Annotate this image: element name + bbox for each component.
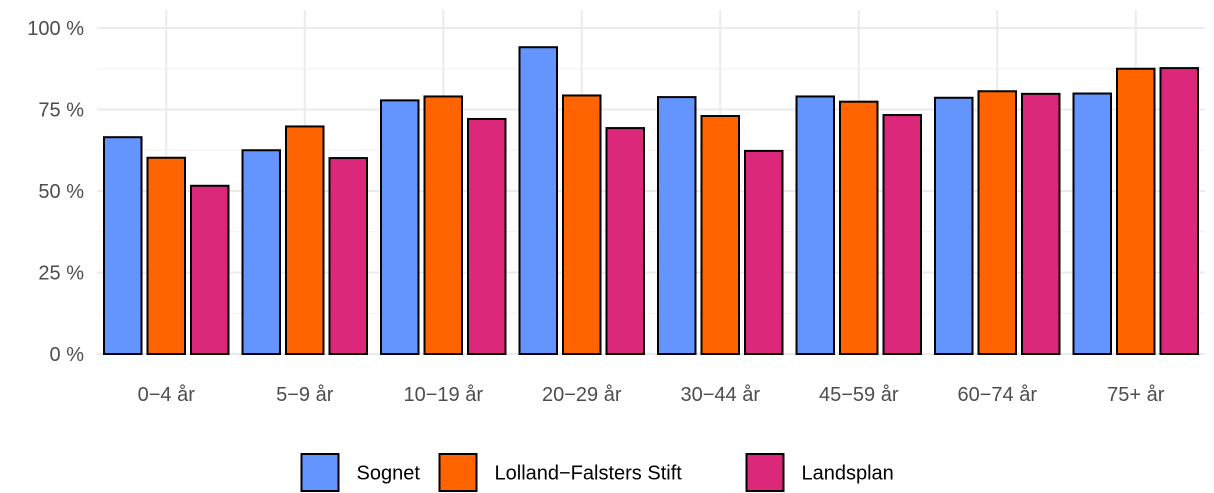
x-tick-label: 75+ år [1107, 384, 1165, 406]
x-tick-label: 5−9 år [276, 384, 334, 406]
bar [423, 95, 463, 356]
bar [103, 136, 143, 355]
legend-label: Sognet [357, 463, 421, 485]
bar [241, 149, 281, 355]
y-tick-label: 25 % [38, 263, 84, 285]
legend: Sognet Lolland−Falsters Stift Landsplan [300, 453, 894, 492]
bar [1159, 67, 1199, 356]
legend-label: Landsplan [802, 463, 894, 485]
x-tick-label: 20−29 år [542, 384, 622, 406]
y-axis-ticks: 0 % 25 % 50 % 75 % 100 % [27, 18, 84, 366]
legend-label: Lolland−Falsters Stift [495, 463, 683, 485]
bar [1072, 92, 1112, 355]
minor-gridlines [97, 68, 1205, 314]
bar [657, 96, 697, 355]
bar [380, 99, 420, 356]
y-tick-label: 0 % [50, 344, 85, 366]
x-axis-ticks: 0−4 år 5−9 år 10−19 år 20−29 år 30−44 år 45−5… [138, 384, 1165, 406]
bar [562, 94, 602, 356]
legend-key [300, 453, 340, 492]
x-tick-label: 60−74 år [957, 384, 1037, 406]
legend-key [745, 453, 785, 492]
x-tick-label: 45−59 år [819, 384, 899, 406]
bar [146, 156, 186, 355]
bar [605, 127, 645, 355]
y-tick-label: 50 % [38, 181, 84, 203]
bar [1021, 92, 1061, 356]
x-tick-label: 30−44 år [680, 384, 760, 406]
x-tick-label: 10−19 år [403, 384, 483, 406]
bar [285, 125, 325, 356]
bar [977, 90, 1017, 356]
bar [744, 149, 784, 355]
x-tick-label: 0−4 år [138, 384, 196, 406]
y-tick-label: 75 % [38, 100, 84, 122]
legend-key [438, 453, 478, 492]
y-tick-label: 100 % [27, 18, 84, 40]
bar [1116, 67, 1156, 355]
bars [103, 46, 1199, 356]
bar [700, 115, 740, 355]
bar [839, 100, 879, 356]
bar [934, 96, 974, 355]
bar [328, 157, 368, 355]
bar [190, 184, 230, 355]
bar [518, 46, 558, 355]
bar [795, 95, 835, 356]
bar [467, 117, 507, 356]
bar [882, 114, 922, 355]
